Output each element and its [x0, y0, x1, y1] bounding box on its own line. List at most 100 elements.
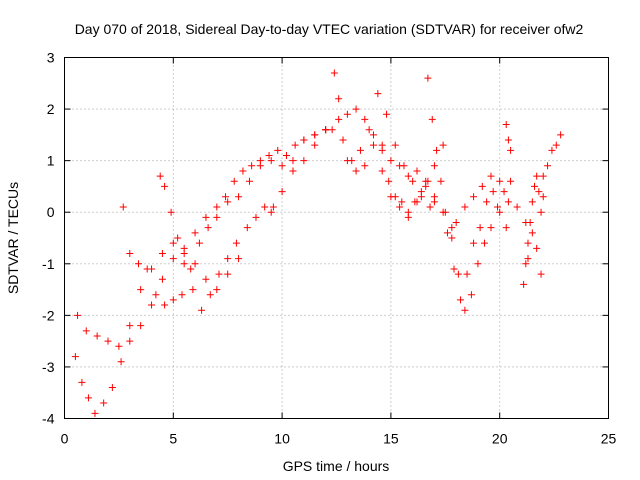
data-point: [433, 146, 441, 154]
data-point: [400, 162, 408, 170]
data-point: [487, 172, 495, 180]
data-point: [126, 322, 134, 330]
series-track-5: [267, 126, 330, 216]
data-point: [84, 394, 92, 402]
data-point: [461, 306, 469, 314]
data-point: [470, 193, 478, 201]
data-point: [474, 260, 482, 268]
data-point: [467, 291, 475, 299]
series-track-7: [330, 69, 434, 211]
series-track-12: [452, 172, 530, 227]
data-point: [180, 260, 188, 268]
x-tick-label: 0: [61, 431, 69, 447]
y-axis-label: SDTVAR / TECUs: [5, 182, 21, 294]
data-point: [215, 270, 223, 278]
data-point: [365, 126, 373, 134]
data-point: [552, 141, 560, 149]
data-point: [489, 188, 497, 196]
data-point: [195, 239, 203, 247]
chart-title: Day 070 of 2018, Sidereal Day-to-day VTE…: [75, 21, 584, 37]
data-point: [289, 167, 297, 175]
data-point: [352, 167, 360, 175]
data-point: [374, 90, 382, 98]
data-point: [278, 162, 286, 170]
data-point: [148, 301, 156, 309]
data-point: [461, 203, 469, 211]
data-point: [126, 337, 134, 345]
data-point: [224, 255, 232, 263]
data-point: [156, 172, 164, 180]
data-point: [502, 121, 510, 129]
y-tick-labels: -4 -3 -2 -1 0 1 2 3: [42, 50, 55, 427]
data-point: [289, 157, 297, 165]
data-point: [161, 182, 169, 190]
data-point: [104, 337, 112, 345]
data-point: [448, 234, 456, 242]
series-track-9: [378, 146, 438, 216]
y-tick-label: -3: [42, 359, 55, 375]
data-point: [378, 146, 386, 154]
series-track-14: [520, 172, 547, 288]
data-point: [404, 208, 412, 216]
data-point: [235, 255, 243, 263]
data-point: [437, 177, 445, 185]
data-point: [235, 193, 243, 201]
data-point: [537, 208, 545, 216]
data-point: [398, 198, 406, 206]
data-point: [178, 291, 186, 299]
data-point: [533, 244, 541, 252]
data-point: [222, 193, 230, 201]
data-point: [202, 213, 210, 221]
x-tick-label: 15: [383, 431, 399, 447]
data-point: [450, 265, 458, 273]
data-point: [265, 151, 273, 159]
data-point: [528, 229, 536, 237]
y-tick-label: -4: [42, 411, 55, 427]
data-point: [100, 399, 108, 407]
data-point: [539, 193, 547, 201]
data-point: [533, 172, 541, 180]
data-point: [439, 141, 447, 149]
data-point: [300, 136, 308, 144]
data-point: [169, 239, 177, 247]
data-point: [117, 358, 125, 366]
data-point: [504, 198, 512, 206]
data-point: [557, 131, 565, 139]
data-point: [417, 188, 425, 196]
data-point: [430, 162, 438, 170]
y-tick-label: -2: [42, 307, 55, 323]
data-point: [548, 146, 556, 154]
data-point: [391, 141, 399, 149]
data-point: [267, 208, 275, 216]
data-point: [169, 255, 177, 263]
grid-lines: [64, 57, 609, 419]
data-point: [322, 126, 330, 134]
data-point: [328, 126, 336, 134]
plot-frame: [64, 57, 609, 419]
data-point: [524, 239, 532, 247]
data-point: [230, 177, 238, 185]
x-tick-label: 5: [169, 431, 177, 447]
data-point: [126, 249, 134, 257]
data-point: [232, 239, 240, 247]
data-point: [198, 306, 206, 314]
data-point: [267, 157, 275, 165]
series-track-1: [71, 126, 330, 417]
data-point: [457, 296, 465, 304]
series-track-16: [539, 131, 565, 180]
data-point: [424, 177, 432, 185]
data-point: [369, 141, 377, 149]
series-track-15: [524, 229, 545, 278]
data-point: [330, 69, 338, 77]
data-point: [115, 342, 123, 350]
data-point: [520, 280, 528, 288]
data-point: [108, 384, 116, 392]
data-point: [311, 131, 319, 139]
data-point: [478, 182, 486, 190]
data-point: [206, 291, 214, 299]
y-tick-label: 1: [47, 153, 55, 169]
y-tick-label: -1: [42, 256, 55, 272]
data-point: [174, 234, 182, 242]
y-tick-label: 2: [47, 101, 55, 117]
data-point: [356, 146, 364, 154]
